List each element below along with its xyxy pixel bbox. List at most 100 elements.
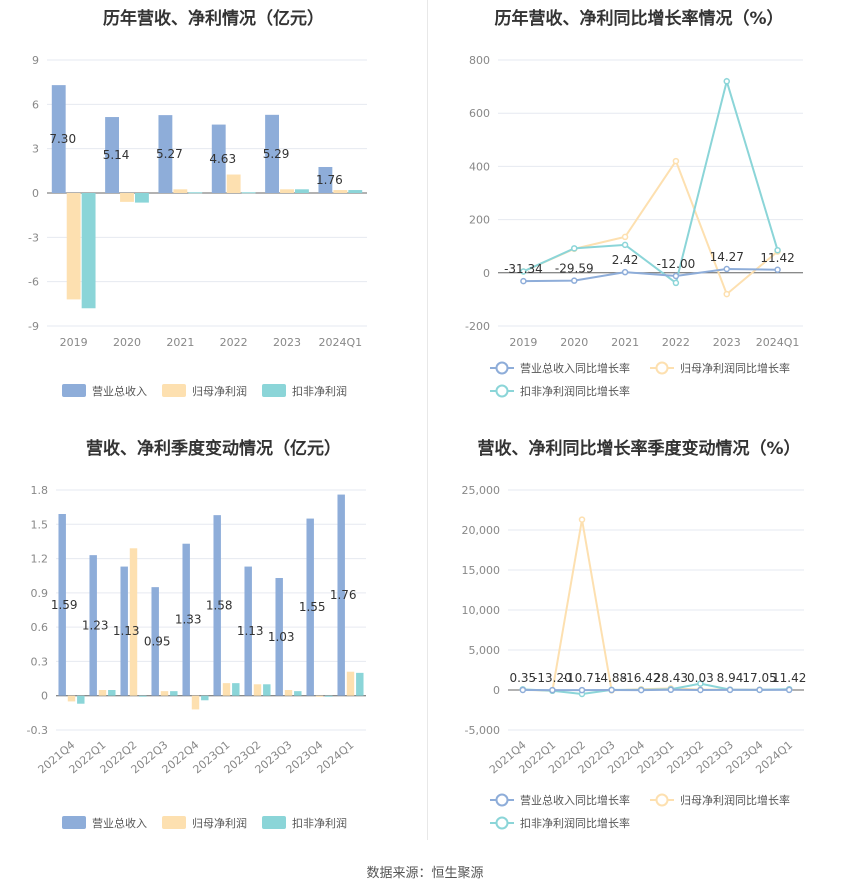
data-point — [571, 277, 578, 284]
bar — [188, 192, 203, 194]
bar-data-label: 1.59 — [51, 598, 78, 612]
line-data-label: -13.20 — [533, 671, 572, 685]
line-data-label: 0.03 — [687, 671, 714, 685]
legend-label: 营业总收入同比增长率 — [520, 361, 630, 375]
quarterly-growth-panel: 营收、净利同比增长率季度变动情况（%） -5,000 0 5,000 10,000 15… — [428, 420, 850, 840]
bar — [173, 189, 188, 193]
bar-data-label: 1.76 — [330, 588, 357, 602]
y-tick-label: 1.5 — [31, 518, 49, 531]
bar-data-label: 5.29 — [263, 147, 290, 161]
x-tick-label: 2021 — [166, 336, 194, 349]
bar — [158, 115, 173, 193]
bar-data-label: 1.76 — [316, 173, 343, 187]
y-tick-label: 0 — [41, 690, 48, 703]
bar — [295, 189, 309, 193]
data-point — [578, 516, 586, 523]
bar — [253, 684, 262, 696]
series-line — [522, 682, 790, 696]
legend-marker — [655, 793, 669, 807]
bar — [139, 695, 147, 697]
bar — [51, 85, 66, 193]
bar-data-label: 1.13 — [113, 624, 140, 638]
annual-growth-chart: -200 0 200 400 600 800 2019 2020 2021 2022 2023 202… — [465, 54, 803, 398]
y-tick-label: 200 — [469, 214, 490, 227]
data-point — [571, 245, 578, 252]
bar — [337, 494, 345, 696]
line-data-label: -10.71 — [563, 671, 602, 685]
line-data-label: 8.94 — [717, 671, 744, 685]
data-point — [774, 266, 781, 274]
x-tick-label: 2022 — [662, 336, 690, 349]
y-tick-label: 1.8 — [31, 484, 49, 497]
line-data-label: -29.59 — [555, 262, 594, 276]
data-point — [621, 241, 629, 249]
line-data-label: -31.34 — [504, 262, 543, 276]
chart-title: 营收、净利同比增长率季度变动情况（%） — [477, 439, 801, 459]
legend-swatch — [262, 384, 286, 397]
bar — [244, 566, 252, 696]
bar-data-label: 1.58 — [206, 598, 233, 612]
bar-data-label: 1.55 — [299, 600, 326, 614]
bar — [191, 695, 200, 710]
bar-data-label: 1.03 — [268, 630, 295, 644]
bar — [135, 193, 149, 203]
y-tick-label: 5,000 — [469, 644, 501, 657]
legend-label: 扣非净利润同比增长率 — [520, 384, 630, 398]
x-tick-label: 2020 — [560, 336, 588, 349]
bar — [77, 695, 85, 704]
data-point — [621, 268, 629, 276]
data-point — [621, 233, 629, 241]
data-source-label: 数据来源：恒生聚源 — [366, 866, 484, 881]
data-point — [667, 686, 675, 694]
y-tick-label: 0 — [483, 267, 490, 280]
quarterly-growth-chart: -5,00005,00010,00015,00020,00025,0002021… — [462, 484, 807, 830]
y-tick-label: 3 — [32, 143, 39, 156]
legend-label: 归母净利润同比增长率 — [680, 361, 790, 375]
bar — [333, 190, 348, 193]
legend-marker — [495, 361, 509, 375]
bar — [325, 695, 333, 697]
y-tick-label: 20,000 — [462, 524, 501, 537]
data-point — [672, 272, 680, 280]
data-point — [774, 246, 781, 254]
annual-amount-chart: -9 -6 -3 0 3 6 9 2019 2020 2021 2022 2023 2024Q1 7.30… — [28, 54, 367, 398]
legend-label: 营业总收入 — [92, 816, 147, 830]
line-data-label: 11.42 — [772, 671, 806, 685]
line-data-label: 14.27 — [710, 250, 744, 264]
legend-label: 归母净利润 — [192, 384, 247, 398]
legend-label: 营业总收入 — [92, 384, 147, 398]
y-tick-label: 9 — [32, 54, 39, 67]
x-tick-label: 2021 — [611, 336, 639, 349]
line-data-label: -4.88 — [596, 671, 627, 685]
bar — [346, 671, 355, 696]
chart-title: 营收、净利季度变动情况（亿元） — [86, 439, 341, 459]
bar — [232, 683, 240, 696]
bar — [294, 691, 302, 696]
bar — [348, 190, 363, 193]
data-point — [756, 686, 763, 694]
data-point — [578, 686, 586, 694]
bar-data-label: 1.23 — [82, 618, 109, 632]
data-point — [520, 277, 527, 285]
bar — [211, 124, 226, 193]
data-point — [637, 686, 645, 694]
y-tick-label: -5,000 — [465, 724, 500, 737]
chart-title: 历年营收、净利同比增长率情况（%） — [494, 9, 784, 29]
y-tick-label: -6 — [28, 276, 39, 289]
bar — [67, 695, 76, 702]
bar — [160, 691, 169, 696]
bar — [170, 691, 178, 696]
y-tick-label: -9 — [28, 320, 39, 333]
bar — [315, 695, 324, 697]
legend-swatch — [262, 816, 286, 829]
series-line — [522, 519, 790, 692]
bar — [182, 543, 190, 696]
y-tick-label: 400 — [469, 160, 490, 173]
y-tick-label: 0.3 — [31, 655, 49, 668]
x-tick-label: 2024Q1 — [319, 336, 363, 349]
legend-swatch — [162, 384, 186, 397]
bar — [151, 587, 159, 696]
y-tick-label: 0.6 — [31, 621, 49, 634]
data-point — [520, 268, 527, 275]
bar — [105, 117, 119, 193]
